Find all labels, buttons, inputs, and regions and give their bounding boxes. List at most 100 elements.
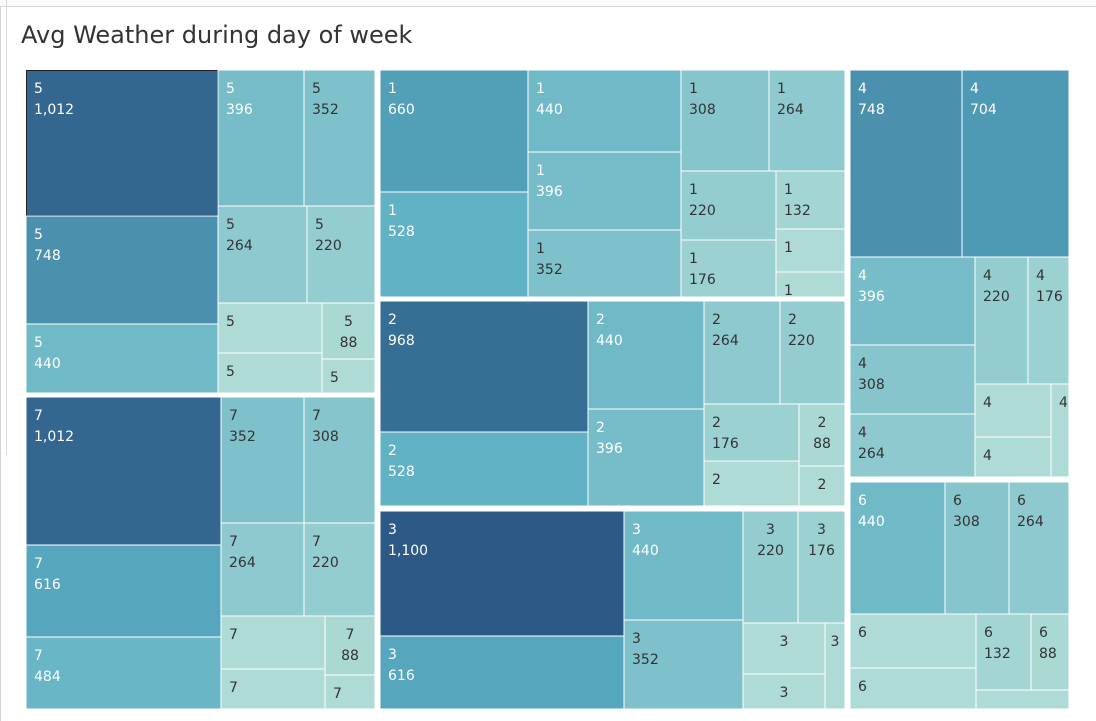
treemap-tile[interactable] — [379, 191, 529, 298]
treemap-cell-5-7[interactable]: 588 — [321, 302, 376, 360]
treemap-tile[interactable] — [324, 674, 376, 710]
treemap-tile[interactable] — [961, 69, 1070, 258]
treemap-tile[interactable] — [25, 215, 219, 325]
treemap-cell-5-9[interactable]: 5 — [217, 352, 323, 394]
treemap-cell-1-10[interactable]: 1 — [775, 228, 846, 273]
treemap-tile[interactable] — [25, 544, 222, 638]
treemap-cell-3-8[interactable]: 3 — [824, 622, 846, 710]
treemap-tile[interactable] — [775, 271, 846, 298]
treemap-cell-6-6[interactable]: 6 — [849, 667, 977, 710]
treemap-tile[interactable] — [527, 229, 682, 298]
treemap-cell-6-7[interactable] — [975, 689, 1070, 710]
treemap-tile[interactable] — [680, 239, 777, 298]
treemap-tile[interactable] — [379, 300, 589, 433]
treemap-tile[interactable] — [587, 408, 705, 507]
treemap-cell-5-10[interactable]: 5 — [321, 358, 376, 394]
treemap-tile[interactable] — [220, 615, 326, 670]
treemap-tile[interactable] — [587, 300, 705, 410]
treemap-tile[interactable] — [849, 69, 963, 258]
treemap-tile[interactable] — [775, 170, 846, 230]
treemap-tile[interactable] — [1027, 256, 1070, 385]
treemap-cell-4-9[interactable]: 4 — [1050, 383, 1070, 478]
treemap-cell-3-6[interactable]: 3 — [742, 622, 826, 675]
treemap-tile[interactable] — [849, 667, 977, 710]
treemap-cell-7-7[interactable]: 788 — [324, 615, 376, 676]
treemap-cell-6-5[interactable]: 6 — [849, 613, 977, 669]
treemap-cell-5-8[interactable]: 5 — [217, 302, 323, 354]
treemap-tile[interactable] — [797, 510, 846, 624]
treemap-tile[interactable] — [220, 668, 326, 710]
treemap-cell-7-10[interactable]: 7 — [324, 674, 376, 710]
treemap-tile[interactable] — [623, 510, 744, 621]
treemap-tile[interactable] — [379, 510, 625, 637]
treemap-cell-2-9[interactable]: 2 — [798, 465, 846, 507]
treemap-tile[interactable] — [623, 619, 744, 710]
treemap-tile[interactable] — [680, 170, 777, 241]
treemap-tile[interactable] — [975, 689, 1070, 710]
treemap-tile[interactable] — [379, 69, 529, 193]
treemap-cell-4-8[interactable]: 4 — [974, 436, 1052, 478]
treemap-cell-2-7[interactable]: 288 — [798, 403, 846, 467]
treemap-tile[interactable] — [703, 300, 781, 405]
treemap-tile[interactable] — [849, 613, 977, 669]
treemap-cell-3-7[interactable]: 3 — [742, 673, 826, 710]
treemap-tile[interactable] — [324, 615, 376, 676]
treemap-cell-4-7[interactable]: 4 — [974, 383, 1052, 438]
treemap-cell-7-0[interactable]: 7 1,012 — [25, 396, 222, 546]
treemap-tile[interactable] — [220, 522, 305, 617]
treemap-tile[interactable] — [1008, 481, 1070, 615]
treemap-tile[interactable] — [379, 635, 625, 710]
treemap-tile[interactable] — [303, 396, 376, 524]
treemap-tile[interactable] — [742, 673, 826, 710]
treemap-cell-6-4[interactable]: 688 — [1030, 613, 1070, 691]
treemap-tile[interactable] — [306, 205, 376, 304]
treemap-cell-5-0[interactable]: 5 1,012 — [25, 69, 219, 217]
treemap-cell-2-8[interactable]: 2 — [703, 460, 800, 507]
treemap-tile[interactable] — [975, 613, 1032, 691]
treemap-cell-7-8[interactable]: 7 — [220, 615, 326, 670]
treemap-tile[interactable] — [25, 396, 222, 546]
treemap-tile[interactable] — [25, 636, 222, 710]
treemap-tile[interactable] — [527, 151, 682, 231]
treemap-tile[interactable] — [220, 396, 305, 524]
treemap-tile[interactable] — [217, 205, 308, 304]
treemap-tile[interactable] — [798, 403, 846, 467]
treemap-tile[interactable] — [703, 403, 800, 462]
